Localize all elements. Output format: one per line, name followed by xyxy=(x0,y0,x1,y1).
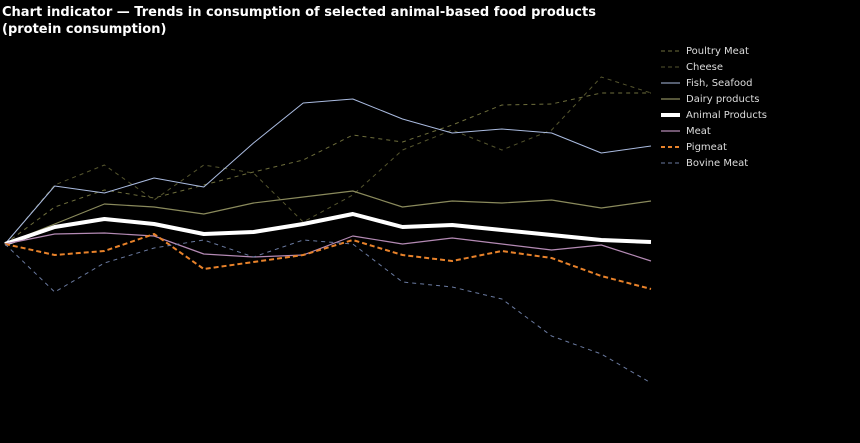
series-line xyxy=(4,233,652,290)
legend-label: Poultry Meat xyxy=(686,46,749,57)
series-line xyxy=(4,232,652,262)
legend-label: Dairy products xyxy=(686,94,760,105)
legend-label: Animal Products xyxy=(686,110,767,121)
series-line xyxy=(4,92,651,245)
legend-label: Pigmeat xyxy=(686,142,727,153)
series-line xyxy=(4,239,652,384)
legend-label: Meat xyxy=(686,126,711,137)
series-line xyxy=(4,76,652,245)
series-line xyxy=(4,190,652,245)
legend-label: Fish, Seafood xyxy=(686,78,752,89)
legend-label: Bovine Meat xyxy=(686,158,748,169)
legend-label: Cheese xyxy=(686,62,723,73)
chart-title: Chart indicator — Trends in consumption … xyxy=(2,5,596,37)
series-line xyxy=(4,212,652,246)
series-line xyxy=(4,98,652,245)
